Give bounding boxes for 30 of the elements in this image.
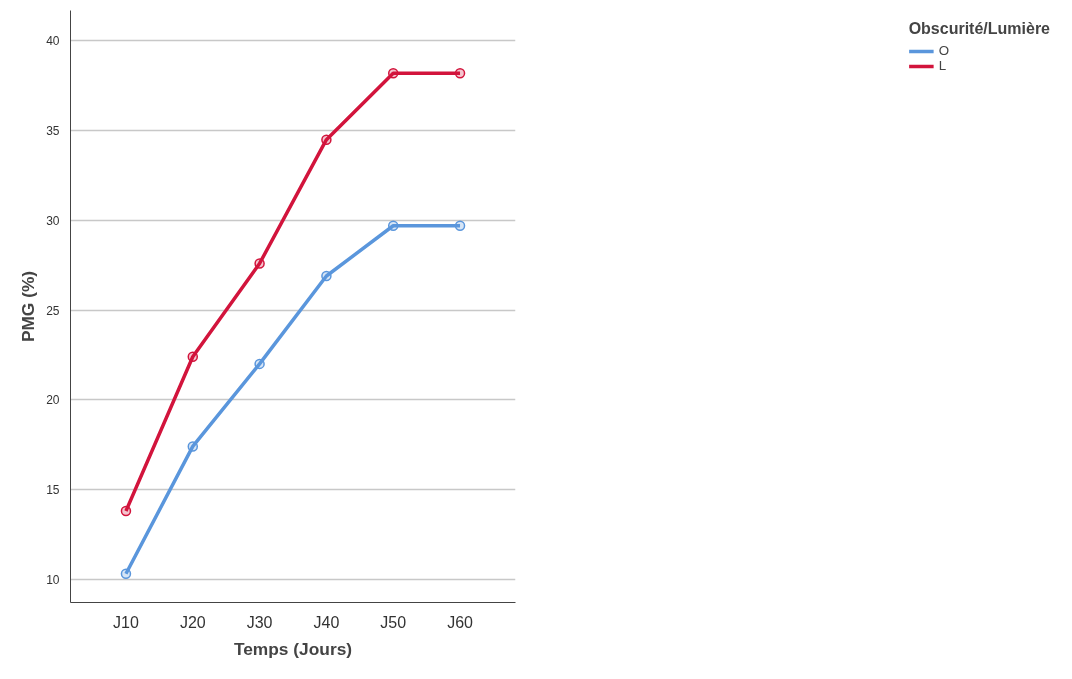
legend-title: Obscurité/Lumière bbox=[908, 20, 1050, 38]
x-tick-label: J30 bbox=[246, 613, 273, 631]
x-axis-title: Temps (Jours) bbox=[233, 638, 353, 659]
point bbox=[387, 220, 399, 232]
point bbox=[187, 441, 199, 452]
y-tick-label: 35 bbox=[46, 124, 60, 139]
x-tick-label: J50 bbox=[380, 613, 407, 631]
point bbox=[321, 134, 332, 145]
point bbox=[387, 68, 399, 79]
y-axis-title: PMG (%) bbox=[18, 270, 39, 343]
point bbox=[120, 505, 132, 517]
x-tick-label: J10 bbox=[113, 613, 139, 631]
x-tick-label: J20 bbox=[179, 613, 206, 631]
point bbox=[454, 220, 466, 232]
y-tick-label: 40 bbox=[46, 34, 60, 49]
x-tick-label: J40 bbox=[313, 613, 340, 631]
point bbox=[321, 270, 332, 282]
legend-label: O bbox=[938, 43, 950, 58]
y-tick-label: 10 bbox=[46, 572, 60, 587]
point bbox=[254, 358, 265, 370]
point bbox=[120, 568, 132, 580]
y-tick-label: 15 bbox=[46, 482, 60, 497]
y-tick-label: 20 bbox=[46, 393, 60, 408]
point bbox=[187, 351, 199, 362]
point bbox=[254, 258, 265, 269]
y-tick-label: 30 bbox=[46, 213, 60, 228]
point bbox=[454, 68, 466, 79]
legend-label: L bbox=[938, 58, 948, 73]
x-tick-label: J60 bbox=[447, 613, 474, 631]
y-tick-label: 25 bbox=[46, 303, 60, 318]
